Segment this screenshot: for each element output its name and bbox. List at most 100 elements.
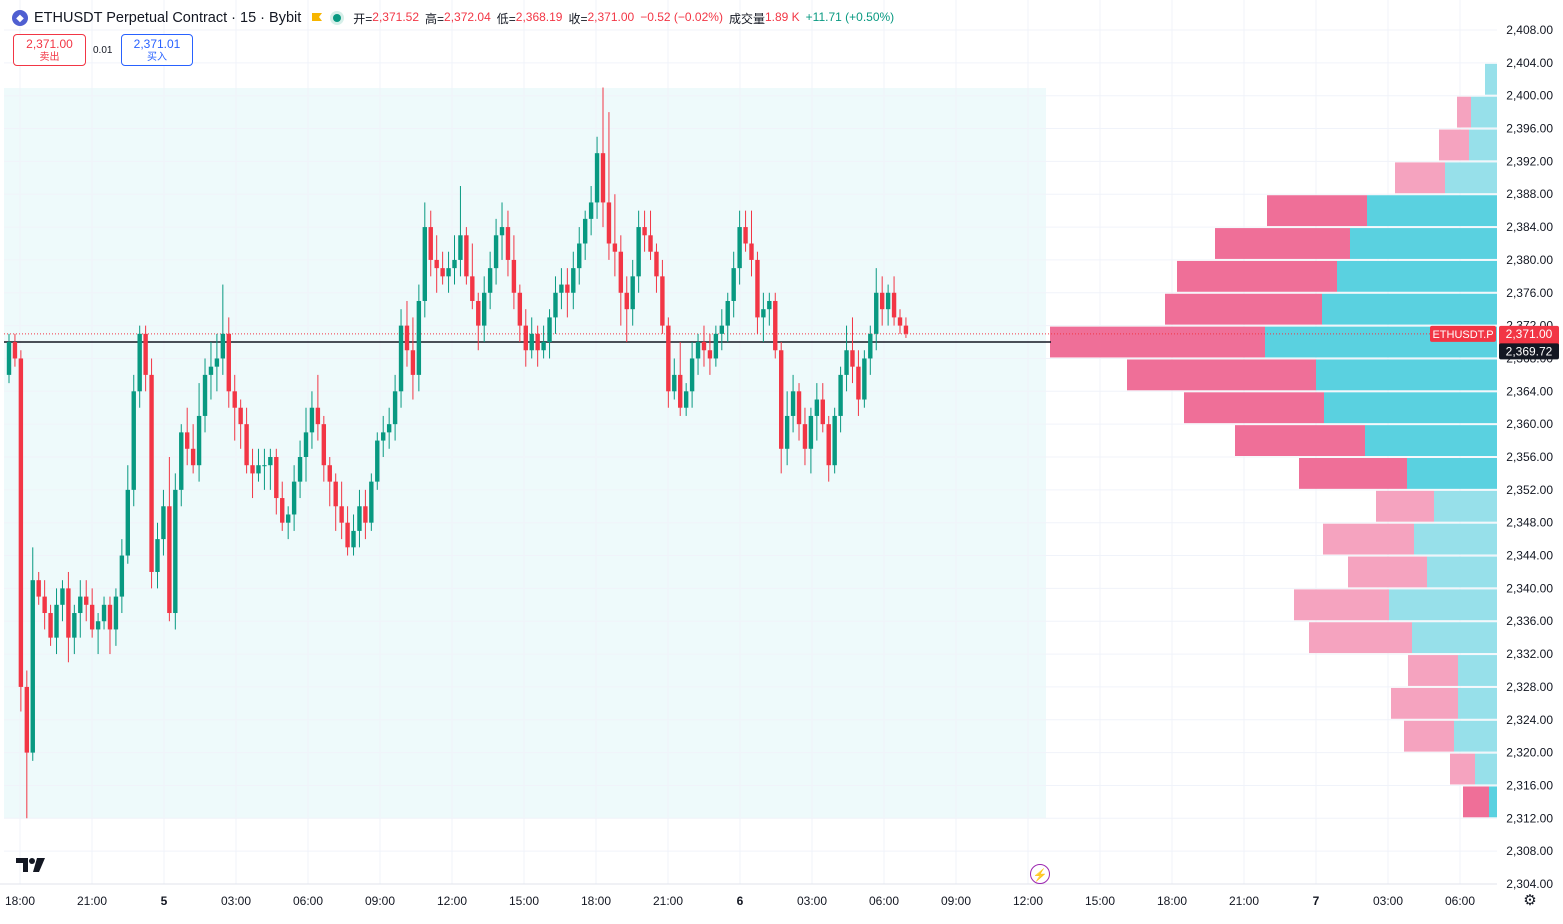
- candle-body-down: [89, 604, 95, 630]
- price-axis-label: 2,376.00: [1506, 286, 1553, 300]
- candle-body-up: [392, 391, 398, 425]
- time-axis-label: 09:00: [365, 894, 395, 908]
- buy-button[interactable]: 2,371.01 买入: [121, 34, 193, 66]
- volume-profile-down-bar: [1127, 359, 1316, 391]
- volume-profile-down-bar: [1457, 96, 1471, 128]
- candle-body-up: [375, 440, 380, 482]
- candle-body-up: [808, 415, 814, 449]
- price-axis-label: 2,404.00: [1506, 56, 1553, 70]
- candle-body-up: [30, 580, 35, 753]
- candle-body-up: [101, 604, 107, 622]
- candle-body-down: [826, 424, 831, 466]
- candle-body-up: [588, 202, 594, 219]
- candle-body-up: [482, 292, 487, 326]
- volume-profile-down-bar: [1177, 260, 1337, 292]
- price-axis-label: 2,400.00: [1506, 89, 1553, 103]
- candle-body-down: [820, 399, 825, 425]
- candle-body-up: [446, 268, 451, 277]
- price-axis[interactable]: 2,408.00 2,404.00 2,400.00 2,396.00 2,392.00…: [1506, 23, 1553, 891]
- candle-body-down: [648, 235, 653, 252]
- candle-body-up: [291, 481, 297, 515]
- time-axis-label: 5: [161, 894, 168, 908]
- sell-label: 卖出: [39, 52, 60, 63]
- candle-body-up: [541, 342, 546, 351]
- candle-body-down: [48, 613, 53, 638]
- candle-body-down: [470, 276, 475, 301]
- crosshair-price-text: 2,369.72: [1506, 344, 1553, 358]
- candle-body-down: [612, 243, 618, 252]
- close-value: 2,371.00: [587, 9, 635, 24]
- ethereum-icon: ◆: [12, 10, 28, 26]
- time-axis[interactable]: 18:00 21:00 5 03:00 06:00 09:00 12:00 15:00 18:0…: [5, 894, 1475, 908]
- candle-body-down: [333, 481, 338, 507]
- time-axis-label: 15:00: [1085, 894, 1115, 908]
- candle-body-down: [345, 522, 350, 548]
- candle-body-down: [511, 259, 517, 293]
- candle-body-up: [571, 268, 576, 293]
- price-axis-label: 2,320.00: [1506, 746, 1553, 760]
- candle-body-down: [24, 686, 30, 753]
- candles: [6, 87, 909, 819]
- time-axis-label: 12:00: [437, 894, 467, 908]
- last-price-text: 2,371.00: [1506, 327, 1553, 341]
- tradingview-logo-icon[interactable]: [16, 856, 46, 874]
- candle-body-up: [689, 358, 695, 392]
- buy-price: 2,371.01: [133, 37, 181, 51]
- price-axis-label: 2,344.00: [1506, 549, 1553, 563]
- time-axis-label: 18:00: [1157, 894, 1187, 908]
- candle-body-down: [280, 498, 285, 523]
- price-axis-label: 2,316.00: [1506, 778, 1553, 792]
- candle-body-down: [523, 325, 528, 351]
- candle-body-up: [131, 391, 136, 490]
- candle-body-up: [179, 432, 184, 490]
- candle-body-up: [529, 333, 534, 351]
- spread-value: 0.01: [93, 45, 113, 56]
- volume-profile-up-bar: [1316, 359, 1497, 391]
- volume-profile-down-bar: [1404, 720, 1454, 752]
- volume-profile-down-bar: [1215, 228, 1350, 259]
- high-value: 2,372.04: [444, 9, 491, 24]
- candle-body-up: [196, 415, 202, 466]
- candle-body-up: [125, 489, 130, 556]
- open-label: 开=: [353, 11, 373, 26]
- change-value: −0.52 (−0.02%): [640, 9, 723, 24]
- candle-body-up: [885, 292, 891, 310]
- lightning-icon[interactable]: ⚡: [1030, 864, 1050, 884]
- candle-body-up: [832, 415, 837, 466]
- flag-icon[interactable]: [311, 12, 323, 24]
- candle-body-up: [357, 506, 362, 531]
- candle-body-up: [452, 259, 457, 269]
- candle-body-up: [95, 621, 101, 630]
- volume-profile-down-bar: [1165, 293, 1322, 325]
- candle-body-down: [428, 227, 433, 260]
- symbol-title[interactable]: ETHUSDT Perpetual Contract · 15 · Bybit: [34, 10, 302, 26]
- candle-body-up: [493, 235, 499, 269]
- candle-body-down: [618, 251, 624, 293]
- settings-icon[interactable]: ⚙: [1523, 892, 1537, 909]
- candle-body-up: [594, 153, 600, 203]
- candle-body-up: [731, 268, 736, 301]
- price-axis-label: 2,392.00: [1506, 154, 1553, 168]
- volume-profile-up-bar: [1324, 392, 1497, 424]
- time-axis-label: 12:00: [1013, 894, 1043, 908]
- buy-label: 买入: [147, 52, 167, 63]
- candle-body-down: [42, 596, 47, 614]
- time-axis-label: 18:00: [581, 894, 611, 908]
- candle-body-down: [232, 391, 237, 408]
- candle-body-up: [416, 300, 422, 375]
- candle-body-down: [339, 506, 344, 523]
- ohlc-legend: 开= 2,371.52 高= 2,372.04 低= 2,368.19 收= 2…: [353, 10, 898, 27]
- candle-body-up: [553, 292, 558, 318]
- candle-body-down: [600, 153, 606, 203]
- time-axis-label: 15:00: [509, 894, 539, 908]
- time-axis-label: 06:00: [1445, 894, 1475, 908]
- volume-profile-up-bar: [1485, 63, 1497, 95]
- grid: [4, 0, 1497, 885]
- time-axis-label: 6: [737, 894, 744, 908]
- sell-button[interactable]: 2,371.00 卖出: [13, 34, 86, 66]
- volume-profile-up-bar: [1322, 293, 1497, 325]
- candle-body-up: [398, 325, 404, 392]
- time-axis-label: 21:00: [653, 894, 683, 908]
- time-axis-label: 21:00: [1229, 894, 1259, 908]
